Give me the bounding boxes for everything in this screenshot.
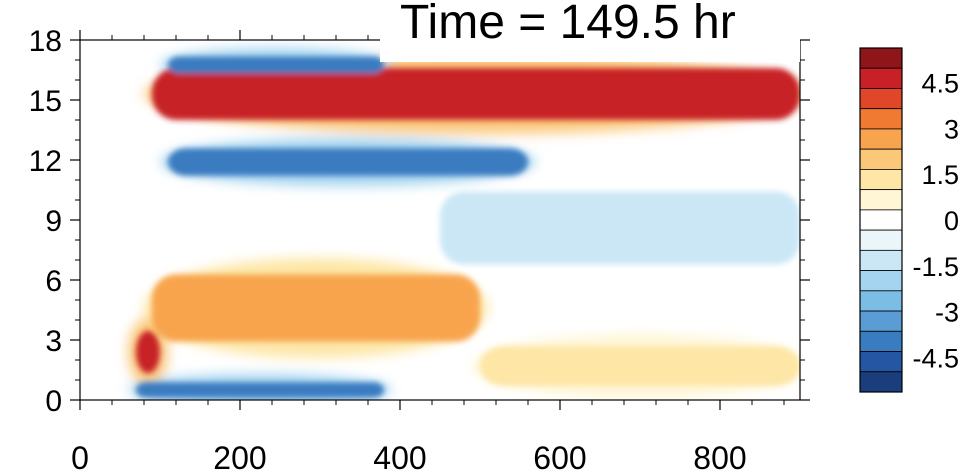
y-tick-label: 6 xyxy=(45,265,62,298)
colorbar-swatch xyxy=(859,229,903,251)
y-tick-label: 0 xyxy=(45,385,62,418)
colorbar-tick-label: 0 xyxy=(944,206,959,236)
field-feature-core xyxy=(168,148,528,176)
field-feature-core xyxy=(136,382,384,398)
field-feature-core xyxy=(440,191,800,265)
y-tick-label: 3 xyxy=(45,325,62,358)
field-feature-core xyxy=(480,346,800,386)
colorbar-tick-label: -1.5 xyxy=(912,252,959,282)
colorbar-swatch xyxy=(859,88,903,110)
colorbar-tick-label: -4.5 xyxy=(912,344,959,374)
colorbar-swatch xyxy=(859,351,903,373)
chart-title: Time = 149.5 hr xyxy=(400,0,736,49)
field-feature-core xyxy=(152,68,800,120)
x-tick-label: 400 xyxy=(373,440,426,473)
y-tick-label: 12 xyxy=(29,145,62,178)
colorbar-swatch xyxy=(859,148,903,170)
colorbar-swatch xyxy=(859,310,903,332)
colorbar-swatch xyxy=(859,330,903,352)
colorbar-swatch xyxy=(859,128,903,150)
plot-area xyxy=(79,39,801,401)
field-core-layer xyxy=(136,56,800,398)
y-tick-label: 15 xyxy=(29,85,62,118)
colorbar-swatch xyxy=(859,290,903,312)
y-axis: 0 3 6 9 12 15 18 xyxy=(29,25,810,418)
field-feature-core xyxy=(136,330,160,374)
colorbar-swatch xyxy=(859,108,903,130)
x-tick-label: 800 xyxy=(693,440,746,473)
contour-field xyxy=(128,48,800,400)
x-tick-label: 200 xyxy=(213,440,266,473)
colorbar-swatch xyxy=(859,67,903,89)
field-feature-core xyxy=(168,56,384,74)
colorbar-tick-label: -3 xyxy=(935,298,959,328)
title-backing xyxy=(380,0,800,62)
colorbar-frame xyxy=(859,47,903,393)
colorbar: 4.5 3 1.5 0 -1.5 -3 -4.5 xyxy=(859,47,959,393)
colorbar-tick-label: 1.5 xyxy=(921,160,959,190)
y-tick-label: 9 xyxy=(45,205,62,238)
field-feature-core xyxy=(152,274,480,342)
x-tick-label: 0 xyxy=(71,440,89,473)
colorbar-swatch xyxy=(859,371,903,393)
x-tick-label: 600 xyxy=(533,440,586,473)
colorbar-swatch xyxy=(859,270,903,292)
colorbar-swatch xyxy=(859,189,903,211)
colorbar-swatch xyxy=(859,249,903,271)
y-tick-label: 18 xyxy=(29,25,62,58)
colorbar-swatch xyxy=(859,209,903,231)
colorbar-swatch xyxy=(859,169,903,191)
colorbar-tick-label: 3 xyxy=(944,114,959,144)
colorbar-swatch xyxy=(859,47,903,69)
colorbar-tick-label: 4.5 xyxy=(921,68,959,98)
